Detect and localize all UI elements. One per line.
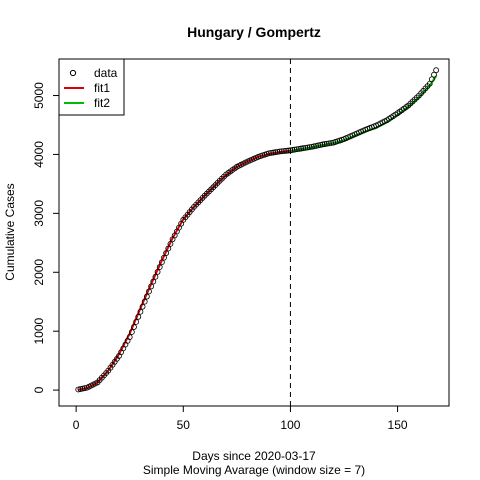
x-axis-label: Days since 2020-03-17 — [192, 449, 316, 463]
y-tick-label: 1000 — [32, 318, 46, 345]
y-axis-label: Cumulative Cases — [3, 183, 17, 280]
x-axis-sublabel: Simple Moving Avarage (window size = 7) — [143, 463, 365, 477]
x-axis: 0 50 100 150 — [73, 406, 408, 432]
data-point — [434, 68, 439, 73]
legend-fit2-label: fit2 — [94, 96, 110, 110]
legend-fit1-label: fit1 — [94, 81, 110, 95]
y-tick-label: 3000 — [32, 200, 46, 227]
y-tick-label: 5000 — [32, 82, 46, 109]
data-points — [76, 68, 439, 392]
fit2-series-line — [290, 76, 436, 151]
y-tick-label: 4000 — [32, 141, 46, 168]
chart-title: Hungary / Gompertz — [187, 24, 321, 40]
y-tick-label: 0 — [32, 386, 46, 393]
y-tick-label: 2000 — [32, 259, 46, 286]
fit1-series-line — [78, 151, 290, 390]
x-tick-label: 100 — [280, 418, 300, 432]
x-tick-label: 150 — [388, 418, 408, 432]
y-axis: 0 1000 2000 3000 4000 5000 — [32, 82, 59, 394]
legend: data fit1 fit2 — [59, 59, 124, 115]
legend-data-label: data — [94, 66, 118, 80]
x-tick-label: 0 — [73, 418, 80, 432]
x-tick-label: 50 — [177, 418, 191, 432]
